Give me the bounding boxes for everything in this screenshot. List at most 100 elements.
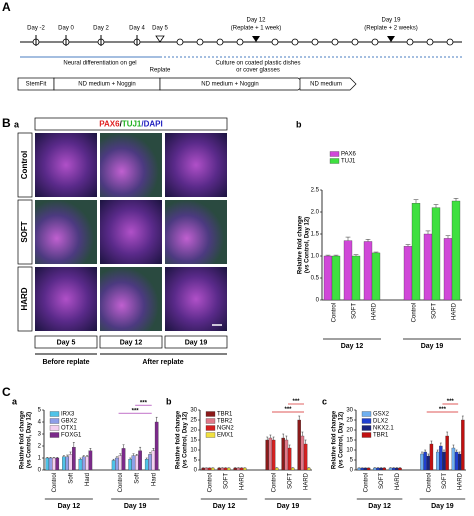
error-bar [49,457,52,458]
bar [451,447,456,471]
bar [376,467,380,471]
day-label: Day 5 [152,26,168,32]
error-bar [365,239,371,242]
bar [331,255,341,301]
error-bar [443,449,445,452]
bar [211,467,215,471]
legend-swatch [205,425,216,431]
y-tick-label: 5 [194,458,198,464]
x-tick-label: SOFT [379,473,385,489]
bar [227,467,231,471]
bar [360,467,365,471]
error-bar [112,458,115,461]
error-bar [115,456,118,458]
legend-label: TUJ1 [341,159,356,165]
panel-letter: A [2,0,11,14]
y-tick-label: 15 [346,438,353,444]
bar [148,454,152,471]
phase-label: Before replate [42,359,89,366]
error-bar [66,454,69,457]
bar [233,467,237,471]
legend-label: TBR1 [217,412,233,418]
bar [379,467,383,471]
bar [118,455,123,471]
y-tick-label: 30 [346,408,353,414]
micrograph-grid: PAX6/TUJ1/DAPI Control SOFT HARD Day 5 D… [17,117,228,366]
y-tick-label: 1 [38,456,42,462]
medium: ND medium + Noggin [201,82,259,88]
bar [85,456,89,471]
bar [307,467,311,471]
y-tick-label: 2 [38,444,42,450]
significance-label: *** [447,399,455,405]
phase-label: After replate [142,359,183,366]
y-tick-label: 0 [316,298,320,304]
bar [423,451,427,471]
error-bar [145,457,148,460]
replate-marker [155,35,165,43]
y-tick-label: 25 [346,418,353,424]
day-label: Day -2 [27,26,45,32]
error-bar [272,436,275,440]
bar [443,238,453,301]
error-bar [445,235,451,239]
x-tick-label: Control [208,473,214,492]
y-tick-label: 20 [190,428,197,434]
y-axis-label: Relative fold change [176,410,182,469]
y-tick-label: 15 [190,438,197,444]
row-label: Control [20,151,29,179]
x-tick-label: SOFT [442,473,448,489]
legend-swatch [329,158,340,164]
error-bar [122,444,125,449]
legend-swatch [49,432,60,438]
group-label: Day 19 [277,503,300,510]
row-label: HARD [20,287,29,310]
x-tick-label: Control [272,473,278,492]
legend-label: PAX6 [341,152,357,158]
error-bar [427,453,430,456]
group-label: Day 12 [368,503,391,510]
note: Replate [150,68,171,74]
y-axis-label: (vs Control, Day 12) [305,217,311,273]
day-label: Day 4 [129,26,145,32]
error-bar [288,444,291,448]
images [35,133,227,331]
group-label: Day 19 [421,343,444,350]
x-tick-label: Control [52,473,58,492]
legend-swatch [361,418,372,424]
bar [363,241,373,301]
error-bar [89,448,92,451]
legend-label: TBR2 [217,419,233,425]
column-label: Day 12 [120,339,143,346]
error-bar [301,431,304,436]
error-bar [425,230,431,234]
bar [371,252,381,301]
legend-swatch [49,418,60,424]
bar [366,467,371,471]
bar [435,451,440,471]
bar [144,459,149,471]
y-tick-label: 2.5 [311,188,320,194]
bar [439,445,443,471]
day12-marker [252,36,260,42]
bar [236,467,241,471]
bar [68,454,73,471]
error-bar [135,454,138,456]
bar [357,467,361,471]
bar [426,455,431,471]
y-tick-label: 0 [194,468,198,474]
y-axis-label: (vs Control, Day 12) [339,412,345,468]
x-tick-label: Soft [68,473,74,484]
error-bar [119,453,122,456]
legend-swatch [49,411,60,417]
note: or cover glasses [236,68,280,74]
bar [48,457,53,471]
error-bar [333,254,339,256]
panel-letter: c [322,396,327,406]
legend-label: IRX3 [61,412,75,418]
bar [201,467,205,471]
bar [297,419,301,471]
bar [287,447,292,471]
y-tick-label: 10 [346,448,353,454]
x-tick-label: HARD [240,472,246,490]
